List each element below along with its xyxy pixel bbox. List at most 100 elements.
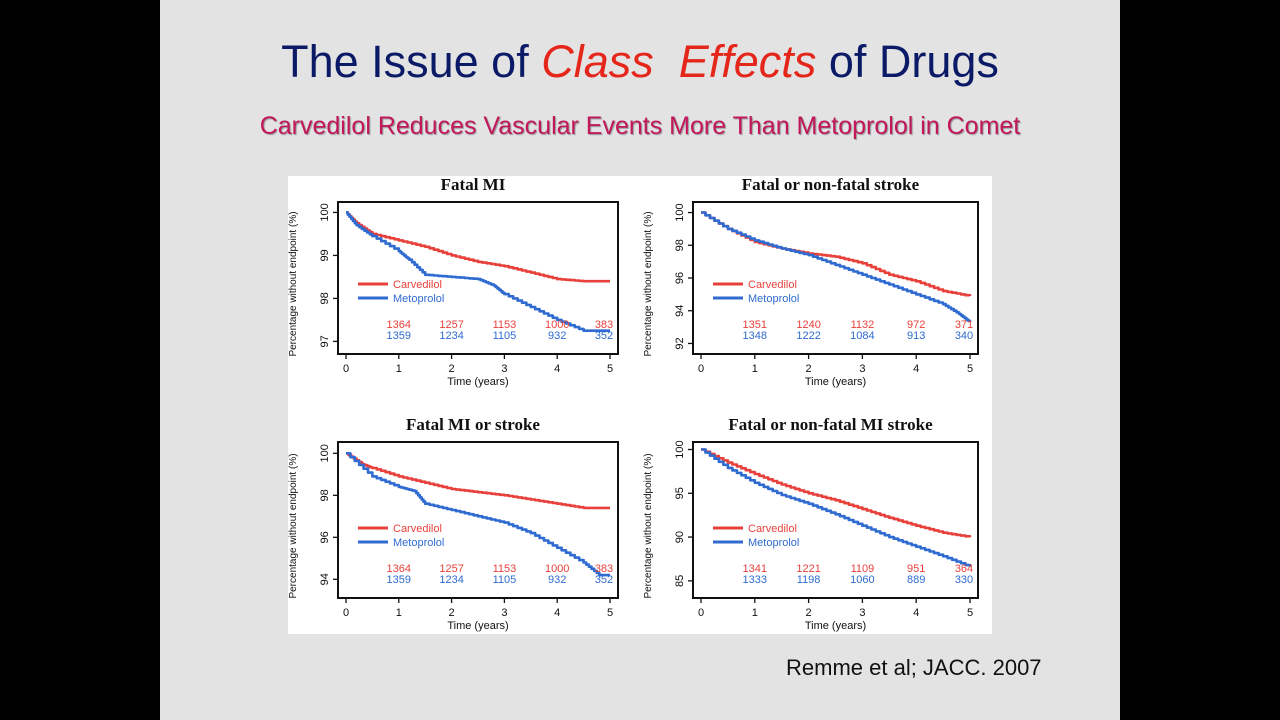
title-sep [654,36,679,87]
at-risk-metoprolol: 1105 [493,574,517,586]
chart-panel-2: Fatal or non-fatal stroke 92 94 96 98 100 Perc… [643,176,979,388]
x-tick-label: 2 [449,607,455,619]
legend-label-metoprolol: Metoprolol [748,537,799,549]
y-tick-label: 98 [319,292,331,304]
x-axis-label: Time (years) [447,376,508,388]
series-line-carvedilol [346,211,610,283]
y-tick-label: 94 [319,573,331,585]
at-risk-carvedilol: 972 [907,319,925,331]
at-risk-metoprolol: 330 [955,574,973,586]
x-axis-label: Time (years) [805,376,866,388]
x-tick-label: 1 [396,363,402,375]
x-tick-label: 4 [913,363,919,375]
at-risk-carvedilol: 951 [907,563,925,575]
title-part2: of Drugs [816,36,999,87]
at-risk-metoprolol: 1348 [743,330,767,342]
km-figure: Fatal MI 97 98 99 100 Percentage without endp… [288,176,992,634]
at-risk-carvedilol: 1364 [387,563,411,575]
x-axis-label: Time (years) [805,620,866,632]
y-tick-label: 90 [674,531,686,543]
at-risk-carvedilol: 1000 [545,563,569,575]
at-risk-metoprolol: 932 [548,574,566,586]
at-risk-carvedilol: 1153 [493,563,517,575]
at-risk-metoprolol: 889 [907,574,925,586]
at-risk-carvedilol: 364 [955,563,973,575]
y-tick-label: 100 [319,203,331,221]
y-tick-label: 98 [674,239,686,251]
series-line-carvedilol [701,448,972,538]
chart-title: Fatal or non-fatal stroke [742,176,920,194]
at-risk-metoprolol: 1359 [387,330,411,342]
at-risk-carvedilol: 1153 [493,319,517,331]
at-risk-metoprolol: 340 [955,330,973,342]
x-tick-label: 0 [343,363,349,375]
x-tick-label: 5 [607,607,613,619]
title-accent-class: Class [541,36,654,87]
y-tick-label: 92 [674,337,686,349]
x-tick-label: 0 [343,607,349,619]
legend-label-metoprolol: Metoprolol [393,537,444,549]
at-risk-carvedilol: 1000 [545,319,569,331]
at-risk-metoprolol: 1198 [797,574,821,586]
y-axis-label: Percentage without endpoint (%) [288,211,299,356]
slide-subtitle: Carvedilol Reduces Vascular Events More … [259,112,1021,140]
plot-frame [692,201,979,355]
plot-frame [692,441,979,599]
at-risk-carvedilol: 1240 [796,319,820,331]
chart-title: Fatal MI or stroke [406,415,540,434]
x-tick-label: 3 [859,607,865,619]
legend-label-metoprolol: Metoprolol [393,293,444,305]
at-risk-metoprolol: 1060 [850,574,874,586]
at-risk-metoprolol: 352 [595,330,613,342]
y-axis-label: Percentage without endpoint (%) [288,453,299,598]
at-risk-carvedilol: 383 [595,319,613,331]
plot-frame [337,201,619,355]
x-tick-label: 0 [698,607,704,619]
y-tick-label: 98 [319,489,331,501]
x-tick-label: 4 [913,607,919,619]
legend-label-carvedilol: Carvedilol [393,523,442,535]
y-axis-label: Percentage without endpoint (%) [643,211,654,356]
at-risk-carvedilol: 1341 [743,563,767,575]
x-tick-label: 1 [752,607,758,619]
x-tick-label: 0 [698,363,704,375]
y-tick-label: 97 [319,335,331,347]
series-line-metoprolol [701,211,972,323]
y-tick-label: 96 [319,531,331,543]
slide: The Issue of Class Effects of Drugs Carv… [160,0,1120,720]
x-tick-label: 2 [449,363,455,375]
chart-panel-3: Fatal MI or stroke 94 96 98 100 Percentage wi… [288,415,619,632]
slide-title: The Issue of Class Effects of Drugs [160,36,1120,88]
at-risk-metoprolol: 932 [548,330,566,342]
at-risk-carvedilol: 1221 [796,563,820,575]
at-risk-metoprolol: 1234 [439,574,463,586]
x-tick-label: 3 [501,363,507,375]
x-tick-label: 3 [501,607,507,619]
chart-title: Fatal MI [441,176,506,194]
citation: Remme et al; JACC. 2007 [786,655,1042,680]
y-tick-label: 94 [674,305,686,317]
at-risk-carvedilol: 383 [595,563,613,575]
x-tick-label: 5 [967,607,973,619]
at-risk-metoprolol: 352 [595,574,613,586]
x-axis-label: Time (years) [447,620,508,632]
at-risk-carvedilol: 1257 [439,563,463,575]
chart-title: Fatal or non-fatal MI stroke [728,415,933,434]
at-risk-metoprolol: 1234 [439,330,463,342]
x-tick-label: 1 [752,363,758,375]
x-tick-label: 4 [554,363,560,375]
at-risk-carvedilol: 1364 [387,319,411,331]
legend-label-carvedilol: Carvedilol [748,279,797,291]
at-risk-metoprolol: 1105 [493,330,517,342]
at-risk-carvedilol: 371 [955,319,973,331]
x-tick-label: 1 [396,607,402,619]
at-risk-carvedilol: 1257 [439,319,463,331]
at-risk-carvedilol: 1109 [851,563,875,575]
series-line-carvedilol [346,452,610,510]
at-risk-metoprolol: 1359 [387,574,411,586]
at-risk-carvedilol: 1132 [851,319,875,331]
y-tick-label: 100 [674,203,686,221]
at-risk-metoprolol: 913 [907,330,925,342]
y-axis-label: Percentage without endpoint (%) [643,453,654,598]
